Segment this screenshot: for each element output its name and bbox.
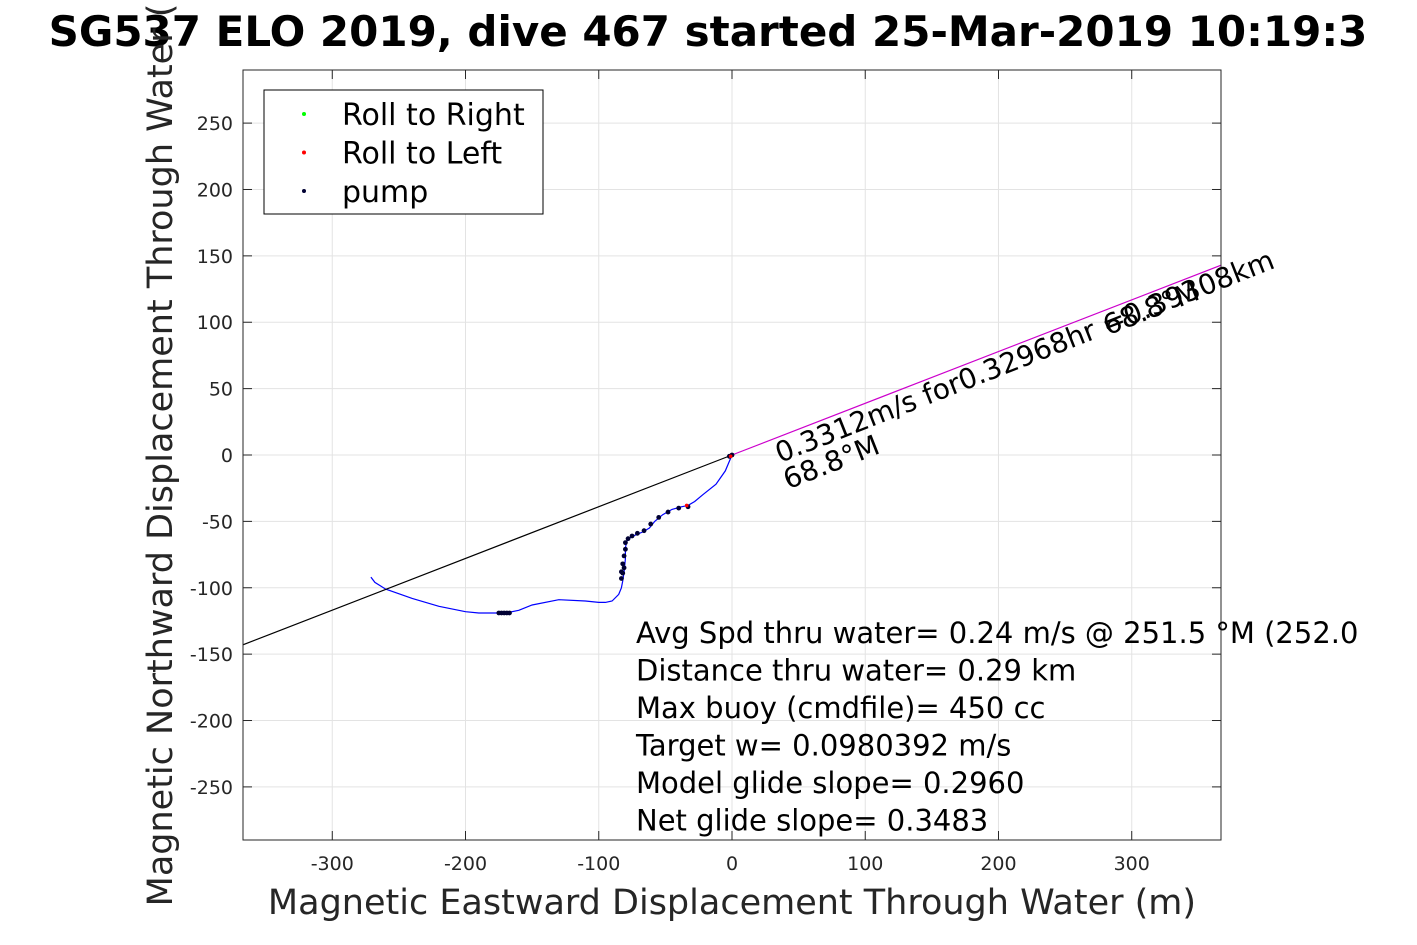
series-line-heading-line xyxy=(243,454,733,646)
pump-point xyxy=(620,570,626,576)
x-axis-label: Magnetic Eastward Displacement Through W… xyxy=(268,883,1196,923)
y-tick-label: 250 xyxy=(197,113,233,135)
ticks: -300 -200 -100 0 100 200 300 250 200 150 100 50 0 -50… xyxy=(190,70,1221,875)
pump-point xyxy=(621,553,627,559)
y-tick-label: 50 xyxy=(209,379,233,401)
legend-box xyxy=(263,89,544,215)
pump-point xyxy=(634,530,640,536)
pump-point xyxy=(648,521,654,527)
stats-line: Net glide slope= 0.3483 xyxy=(636,804,988,838)
y-tick-label: -50 xyxy=(202,511,233,533)
x-tick-label: -200 xyxy=(444,853,487,875)
legend-marker xyxy=(302,150,306,155)
legend-label: Roll to Left xyxy=(342,137,502,172)
chart-title: SG537 ELO 2019, dive 467 started 25-Mar-… xyxy=(49,7,1368,56)
pump-point xyxy=(621,565,627,571)
pump-point xyxy=(665,509,671,515)
pump-point xyxy=(623,540,628,546)
x-tick-label: 200 xyxy=(980,853,1016,875)
legend-marker xyxy=(302,112,306,116)
y-tick-label: -250 xyxy=(190,777,233,799)
pump-point xyxy=(656,514,662,520)
y-tick-label: 100 xyxy=(197,312,233,334)
stats-line: Model glide slope= 0.2960 xyxy=(636,766,1024,800)
pump-point xyxy=(507,610,512,616)
pump-point xyxy=(620,561,626,567)
y-tick-label: -100 xyxy=(190,578,233,600)
legend-label: Roll to Right xyxy=(342,98,525,133)
stats-line: Max buoy (cmdfile)= 450 cc xyxy=(636,691,1045,725)
x-tick-label: 0 xyxy=(726,853,738,875)
x-tick-label: -300 xyxy=(311,853,354,875)
y-tick-label: -150 xyxy=(190,644,233,666)
roll-left-point xyxy=(728,454,733,459)
series-line-current xyxy=(731,264,1221,456)
x-tick-label: 300 xyxy=(1114,853,1150,875)
pump-point xyxy=(625,536,631,542)
pump-point xyxy=(619,576,624,581)
x-tick-label: -100 xyxy=(577,853,620,875)
y-tick-label: -200 xyxy=(190,711,233,733)
y-tick-label: 150 xyxy=(197,246,233,268)
stats-line: Avg Spd thru water= 0.24 m/s @ 251.5 °M … xyxy=(636,616,1358,650)
stats-text: Avg Spd thru water= 0.24 m/s @ 251.5 °M … xyxy=(635,616,1358,838)
pump-point xyxy=(629,533,635,539)
stats-line: Target w= 0.0980392 m/s xyxy=(635,729,1011,763)
stats-line: Distance thru water= 0.29 km xyxy=(636,654,1076,688)
legend-marker xyxy=(302,189,306,193)
x-tick-label: 100 xyxy=(847,853,883,875)
roll-left-point xyxy=(684,503,689,508)
y-tick-label: 0 xyxy=(221,445,233,467)
series-line-track xyxy=(370,454,733,614)
plot-data xyxy=(243,264,1221,646)
pump-point xyxy=(623,546,628,552)
pump-point xyxy=(676,505,682,511)
y-tick-label: 200 xyxy=(197,179,233,201)
legend-label: pump xyxy=(342,175,428,210)
pump-point xyxy=(641,528,647,534)
y-axis-label: Magnetic Northward Displacement Through … xyxy=(141,4,181,907)
